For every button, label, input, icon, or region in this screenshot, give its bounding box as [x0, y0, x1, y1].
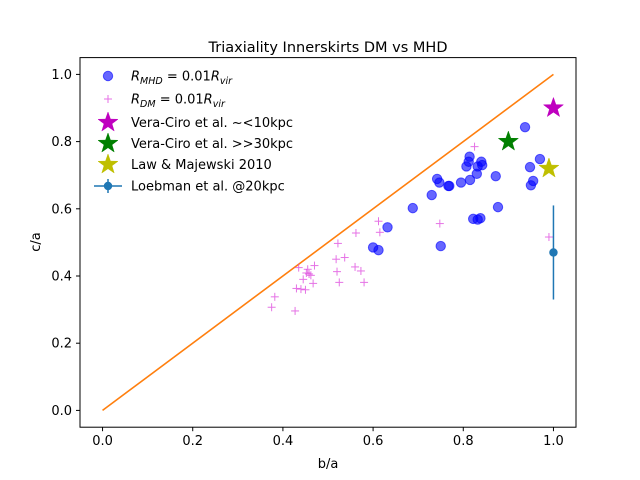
reference-line [102, 73, 554, 412]
dm-point [351, 228, 360, 237]
x-axis-label: b/a [318, 457, 339, 472]
y-axis-ticks: 0.0 0.2 0.4 0.6 0.8 1.0 [51, 68, 80, 419]
vera-ciro-inner-point [542, 96, 565, 118]
y-axis-label: c/a [29, 232, 44, 252]
legend-vera-ciro-inner-label: Vera-Ciro et al. ~<10kpc [131, 116, 293, 131]
mhd-point [464, 151, 475, 162]
y-tick-label: 0.2 [51, 337, 72, 352]
reference-line-group [102, 73, 554, 412]
dm-point [360, 278, 369, 287]
mhd-point [407, 202, 418, 214]
mhd-point [534, 153, 546, 165]
dm-point [291, 306, 300, 315]
legend-vera-ciro-outer-point [97, 132, 119, 153]
mhd-point [492, 201, 504, 213]
dm-point [301, 285, 310, 294]
legend-vera-ciro-inner-point [97, 111, 119, 132]
mhd-point [434, 177, 445, 188]
dm-point [356, 266, 365, 275]
legend-law-majewski-point [97, 153, 119, 174]
mhd-point [524, 161, 536, 173]
mhd-point [477, 159, 488, 171]
dm-point [303, 265, 312, 274]
dm-point [270, 292, 279, 301]
x-tick-label: 0.8 [453, 434, 474, 449]
dm-point [375, 228, 384, 237]
law-majewski-point [538, 157, 560, 178]
mhd-point [444, 180, 455, 192]
dm-point [267, 303, 276, 312]
dm-point [333, 239, 342, 248]
dm-point [292, 284, 301, 293]
dm-point [299, 275, 308, 284]
mhd-point [382, 222, 393, 233]
dm-point [306, 271, 315, 280]
y-tick-label: 0.4 [51, 270, 72, 285]
dm-point [340, 253, 349, 262]
dm-point [351, 262, 360, 271]
legend-dm-label: RDM = 0.01Rvir [131, 93, 226, 111]
mhd-point [490, 171, 501, 182]
dm-point [332, 255, 341, 264]
legend-dm-point [104, 95, 112, 103]
dm-point [544, 233, 553, 242]
legend-loebman-marker [103, 181, 113, 191]
y-tick-label: 0.0 [51, 404, 72, 419]
mhd-point [373, 244, 384, 256]
x-tick-label: 1.0 [543, 434, 564, 449]
legend-law-majewski-label: Law & Majewski 2010 [131, 158, 272, 173]
x-tick-label: 0.0 [92, 434, 113, 449]
mhd-point [464, 174, 476, 186]
plot-area [79, 57, 577, 428]
dm-point [335, 278, 344, 287]
y-tick-label: 1.0 [51, 68, 72, 83]
dm-point [435, 219, 444, 228]
vera-ciro-outer-point [497, 130, 520, 151]
chart-title: Triaxiality Innerskirts DM vs MHD [208, 40, 448, 56]
x-tick-label: 0.2 [182, 434, 203, 449]
dm-point [305, 269, 314, 278]
mhd-point [455, 177, 467, 188]
mhd-point [435, 240, 446, 252]
x-tick-label: 0.4 [273, 434, 294, 449]
mhd-point [527, 175, 539, 187]
y-tick-label: 0.8 [51, 135, 72, 150]
dm-point [470, 142, 479, 151]
x-axis-ticks: 0.0 0.2 0.4 0.6 0.8 1.0 [92, 427, 564, 449]
dm-point [310, 261, 319, 270]
dm-point [309, 279, 318, 288]
dm-point [374, 217, 383, 226]
dm-point [333, 267, 342, 276]
mhd-point [426, 189, 437, 201]
dm-point [296, 285, 305, 294]
mhd-point [519, 121, 531, 133]
mhd-point [475, 213, 486, 224]
legend-mhd-point [102, 70, 114, 82]
legend-vera-ciro-outer-label: Vera-Ciro et al. >>30kpc [131, 137, 293, 152]
data-marks-group [267, 96, 565, 315]
legend-mhd-label: RMHD = 0.01Rvir [131, 70, 233, 88]
loebman-point [549, 248, 558, 257]
x-tick-label: 0.6 [363, 434, 384, 449]
y-tick-label: 0.6 [51, 202, 72, 217]
legend-loebman-label: Loebman et al. @20kpc [131, 180, 285, 195]
legend: RMHD = 0.01Rvir RDM = 0.01Rvir Vera-Ciro e… [94, 70, 293, 195]
dm-point [294, 263, 303, 272]
